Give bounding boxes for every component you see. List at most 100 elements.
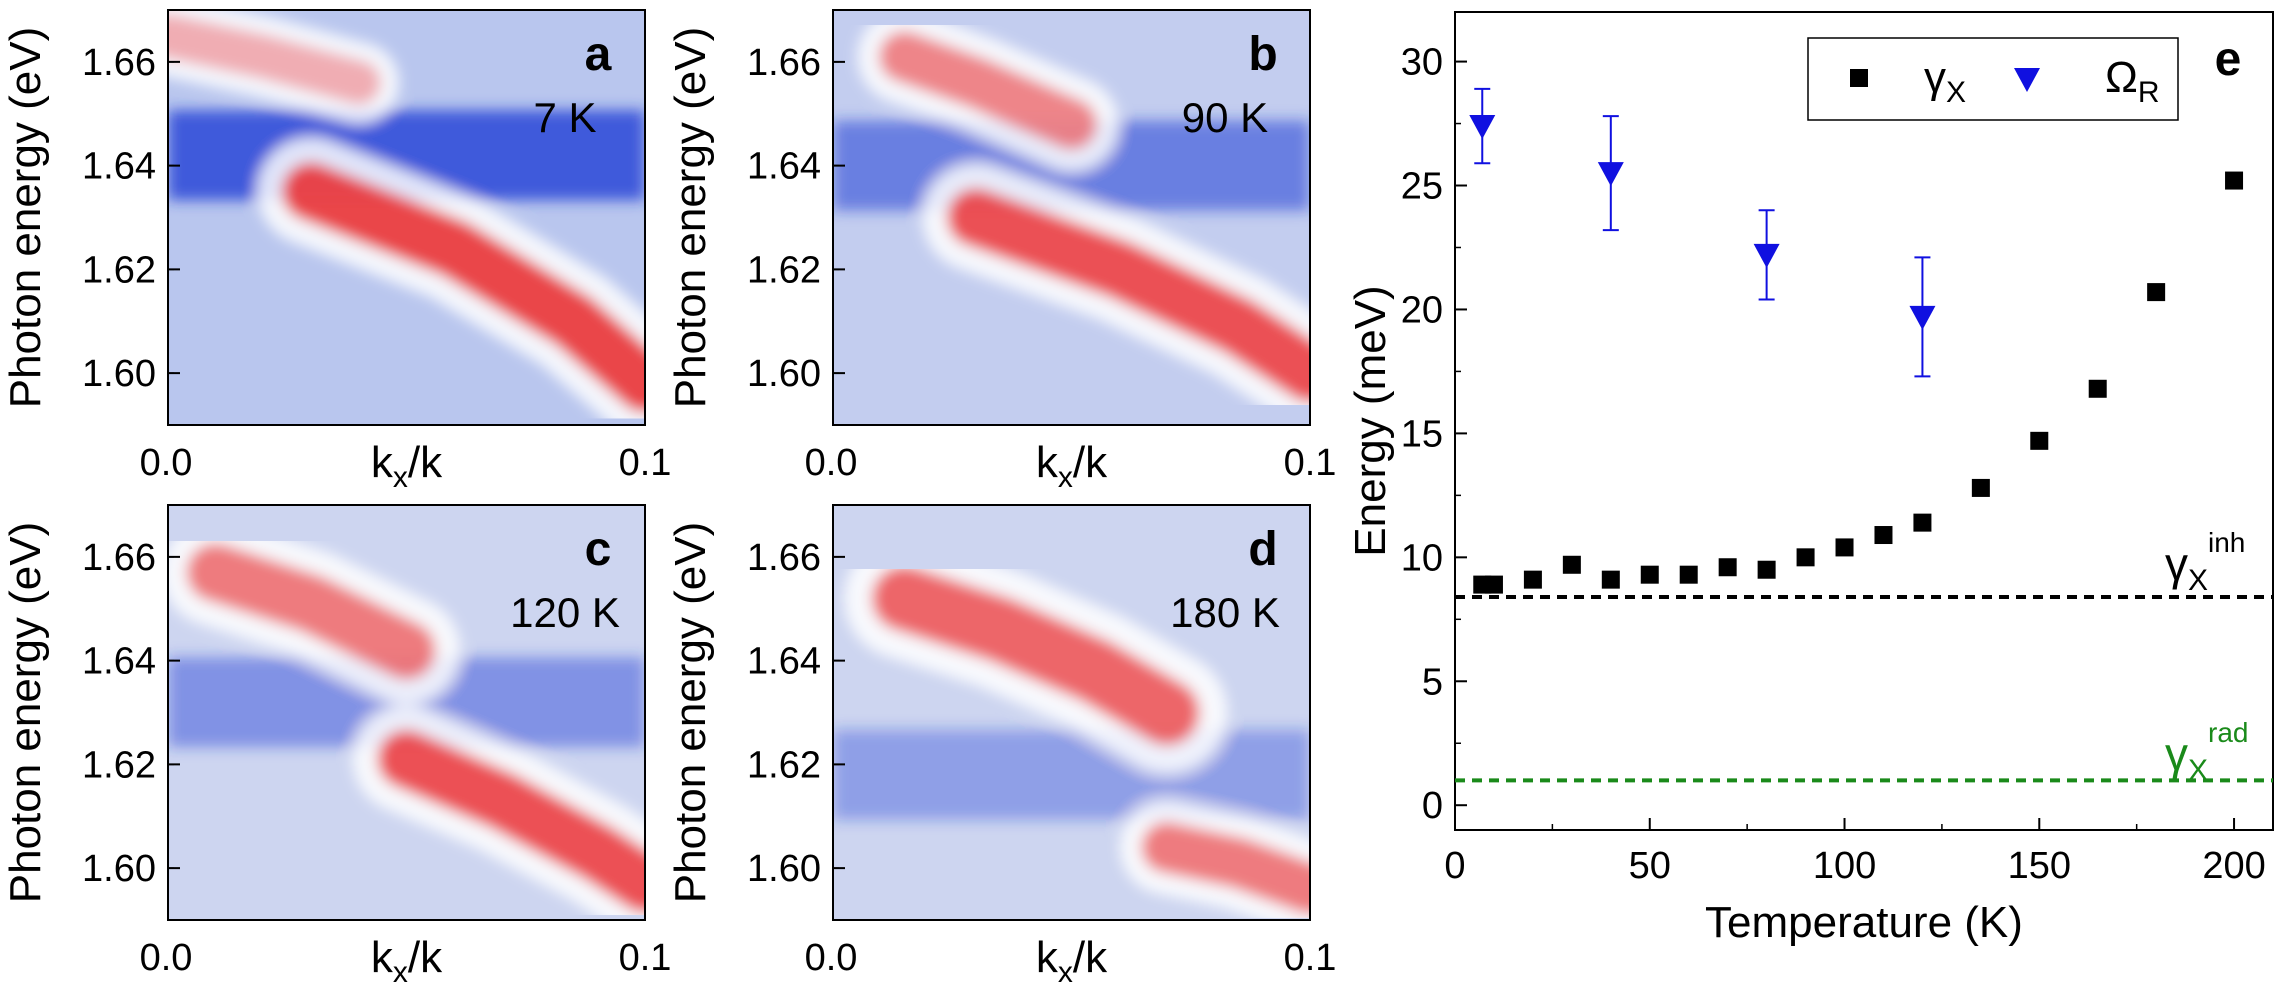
- heatmap-features: [833, 10, 1310, 425]
- x-tick-label: 150: [2008, 845, 2071, 887]
- x-label-tail: /k: [408, 438, 443, 487]
- temperature-label: 7 K: [533, 94, 596, 141]
- y-tick-label: 1.60: [747, 848, 821, 890]
- ref-sub: X: [2188, 564, 2208, 597]
- y-tick-label: 30: [1401, 42, 1443, 84]
- y-tick-label: 10: [1401, 537, 1443, 579]
- omega-r-point: [1597, 162, 1624, 187]
- plot-frame: [167, 9, 646, 426]
- y-tick-label: 1.66: [82, 537, 156, 579]
- panel-d: 1.60 1.62 1.64 1.66 0.0 0.1 kx/k Photon energy …: [666, 504, 1336, 989]
- x-tick-label: 0.0: [805, 442, 858, 484]
- panel-c: 1.60 1.62 1.64 1.66 0.0 0.1 kx/k Photon energy …: [1, 504, 671, 989]
- scatter-marks: [1469, 87, 2244, 594]
- panel-b: 1.60 1.62 1.64 1.66 0.0 0.1 kx/k Photon energy …: [666, 9, 1337, 494]
- x-label-tail: /k: [408, 933, 443, 982]
- x-tick-label: 200: [2202, 845, 2265, 887]
- y-tick-label: 1.60: [747, 353, 821, 395]
- panel-a: 1.60 1.62 1.64 1.66 0.0 0.1 kx/k Photon energy …: [1, 9, 671, 494]
- gamma-x-point: [1640, 565, 1659, 584]
- y-tick-label: 20: [1401, 289, 1443, 331]
- ref-sub: X: [2188, 754, 2208, 787]
- plot-frame: [832, 504, 1311, 921]
- branch-ridge: [186, 543, 436, 680]
- y-tick-label: 1.64: [82, 146, 156, 188]
- legend-main: γ: [1924, 53, 1946, 102]
- omega-r-point: [1909, 305, 1936, 330]
- temperature-label: 120 K: [510, 589, 620, 636]
- legend-label-gamma: γX: [1924, 53, 1966, 109]
- heatmap-features: [168, 518, 645, 920]
- x-label-tail: /k: [1073, 933, 1108, 982]
- y-tick-label: 1.66: [747, 42, 821, 84]
- x-label-tail: /k: [1073, 438, 1108, 487]
- x-tick-label: 0.1: [1284, 442, 1337, 484]
- y-axis-label: Photon energy (eV): [666, 27, 715, 409]
- y-tick-label: 1.64: [747, 641, 821, 683]
- y-tick-label: 1.62: [82, 249, 156, 291]
- x-tick-label: 0: [1444, 845, 1465, 887]
- axes-d: 1.60 1.62 1.64 1.66 0.0 0.1 kx/k Photon energy …: [666, 522, 1336, 989]
- plot-frame: [1454, 11, 2274, 831]
- y-tick-label: 1.62: [747, 744, 821, 786]
- ref-sup: inh: [2208, 527, 2245, 558]
- x-axis-label: Temperature (K): [1705, 898, 2023, 947]
- y-tick-label: 0: [1422, 785, 1443, 827]
- x-tick-label: 0.1: [1284, 937, 1337, 979]
- y-tick-label: 1.64: [747, 146, 821, 188]
- panel-label: e: [2215, 33, 2242, 86]
- legend-sub: X: [1946, 76, 1966, 109]
- y-tick-label: 15: [1401, 413, 1443, 455]
- y-axis-label: Photon energy (eV): [1, 27, 50, 409]
- plot-frame: [832, 9, 1311, 426]
- panel-label: a: [585, 28, 612, 81]
- gamma-x-point: [1562, 555, 1581, 574]
- gamma-x-point: [1874, 526, 1893, 545]
- legend-triangle-marker: [2014, 68, 2040, 92]
- x-axis-label: kx/k: [371, 933, 443, 989]
- gamma-x-point: [1523, 570, 1542, 589]
- dark-band: [833, 729, 1310, 820]
- heatmap-features: [833, 537, 1310, 920]
- heatmap-c: [168, 505, 645, 920]
- omega-r-point: [1469, 115, 1496, 140]
- branch-ridge: [168, 14, 381, 105]
- branch-ridge: [879, 31, 1097, 150]
- heatmap-a: [168, 10, 645, 425]
- x-label-main: k: [371, 933, 394, 982]
- gamma-x-point: [1971, 478, 1990, 497]
- gamma-x-point: [1484, 575, 1503, 594]
- axes-c: 1.60 1.62 1.64 1.66 0.0 0.1 kx/k Photon energy …: [1, 522, 671, 989]
- gamma-x-point: [1601, 570, 1620, 589]
- axes-a: 1.60 1.62 1.64 1.66 0.0 0.1 kx/k Photon energy …: [1, 27, 671, 494]
- x-label-main: k: [371, 438, 394, 487]
- gamma-x-point: [1835, 538, 1854, 557]
- temperature-label: 180 K: [1170, 589, 1280, 636]
- y-tick-label: 1.66: [747, 537, 821, 579]
- legend-label-omega: ΩR: [2105, 53, 2160, 109]
- gamma-x-point: [2225, 171, 2244, 190]
- omega-r-point: [1753, 243, 1780, 268]
- x-tick-label: 100: [1813, 845, 1876, 887]
- ref-line-label-inh: γXinh: [2165, 527, 2245, 597]
- x-label-sub: x: [1058, 461, 1073, 494]
- x-label-main: k: [1036, 438, 1059, 487]
- x-axis-label: kx/k: [371, 438, 443, 494]
- heatmap-b: [833, 10, 1310, 425]
- gamma-x-point: [2147, 283, 2166, 302]
- panel-label: d: [1248, 523, 1277, 576]
- heatmap-d: [833, 505, 1310, 920]
- gamma-x-point: [1796, 548, 1815, 567]
- panel-label: b: [1248, 28, 1277, 81]
- y-axis-label: Photon energy (eV): [1, 522, 50, 904]
- branch-ridge: [871, 565, 1200, 746]
- y-tick-label: 1.60: [82, 848, 156, 890]
- gamma-x-point: [1913, 513, 1932, 532]
- x-label-sub: x: [1058, 956, 1073, 989]
- x-label-main: k: [1036, 933, 1059, 982]
- legend-box: [1807, 37, 2179, 121]
- y-tick-label: 5: [1422, 661, 1443, 703]
- branch-ridge: [947, 188, 1310, 403]
- y-tick-label: 1.60: [82, 353, 156, 395]
